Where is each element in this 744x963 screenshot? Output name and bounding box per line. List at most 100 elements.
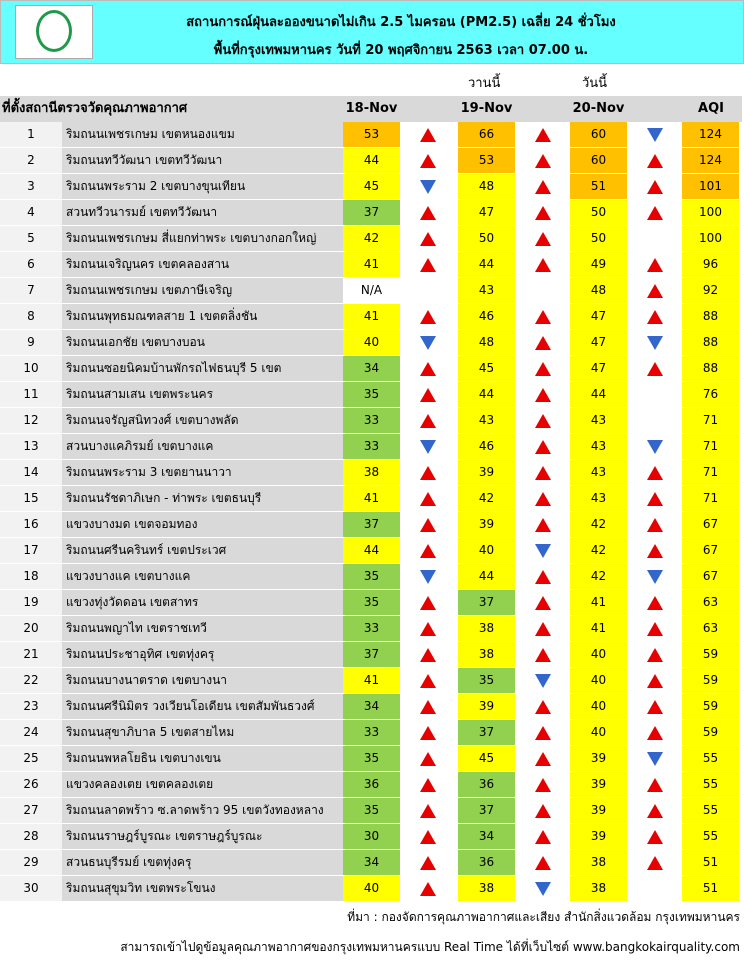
value-cell: 63 (682, 616, 739, 641)
value-cell: N/A (343, 278, 400, 303)
row-number: 8 (0, 304, 62, 329)
value-cell: 37 (458, 798, 515, 823)
value-cell: 39 (570, 824, 627, 849)
value-cell: 34 (458, 824, 515, 849)
station: สวนธนบุรีรมย์ เขตทุ่งครุ (62, 850, 343, 875)
trend-arrow (535, 258, 551, 272)
row-number: 25 (0, 746, 62, 771)
logo (15, 5, 93, 59)
value-cell: 76 (682, 382, 739, 407)
row-number: 10 (0, 356, 62, 381)
value-cell: 71 (682, 460, 739, 485)
trend-arrow (535, 700, 551, 714)
value-cell: 36 (458, 772, 515, 797)
value-cell: 41 (343, 304, 400, 329)
value-cell: 88 (682, 356, 739, 381)
row-number: 11 (0, 382, 62, 407)
column-header: AQI (682, 96, 740, 122)
value-cell: 51 (682, 876, 739, 901)
value-cell: 100 (682, 200, 739, 225)
value-cell: 39 (458, 460, 515, 485)
value-cell: 35 (343, 590, 400, 615)
station: แขวงบางแค เขตบางแค (62, 564, 343, 589)
trend-arrow (420, 232, 436, 246)
row-number: 3 (0, 174, 62, 199)
row-number: 5 (0, 226, 62, 251)
trend-arrow (535, 154, 551, 168)
column-header: 18-Nov (343, 96, 400, 122)
station: ริมถนนสุขุมวิท เขตพระโขนง (62, 876, 343, 901)
row-number: 7 (0, 278, 62, 303)
station: ริมถนนเพชรเกษม เขตหนองแขม (62, 122, 343, 147)
station: ริมถนนลาดพร้าว ซ.ลาดพร้าว 95 เขตวังทองหล… (62, 798, 343, 823)
trend-arrow (647, 570, 663, 584)
source: ที่มา : กองจัดการคุณภาพอากาศและเสียง สำน… (347, 910, 740, 924)
value-cell: 40 (343, 876, 400, 901)
row-number: 9 (0, 330, 62, 355)
value-cell: 38 (343, 460, 400, 485)
trend-arrow (535, 336, 551, 350)
value-cell: 67 (682, 564, 739, 589)
trend-arrow (420, 622, 436, 636)
value-cell: 44 (458, 564, 515, 589)
trend-arrow (647, 128, 663, 142)
station: ริมถนนศรีนครินทร์ เขตประเวศ (62, 538, 343, 563)
trend-arrow (420, 544, 436, 558)
value-cell: 42 (458, 486, 515, 511)
value-cell: 36 (343, 772, 400, 797)
value-cell: 39 (570, 772, 627, 797)
station: ริมถนนซอยนิคมบ้านพักรถไฟธนบุรี 5 เขตบางก… (62, 356, 343, 400)
value-cell: 47 (570, 356, 627, 381)
row-number: 22 (0, 668, 62, 693)
trend-arrow (647, 180, 663, 194)
station: แขวงบางมด เขตจอมทอง (62, 512, 343, 537)
trend-arrow (647, 778, 663, 792)
value-cell: 37 (343, 642, 400, 667)
value-cell: 39 (570, 746, 627, 771)
value-cell: 33 (343, 616, 400, 641)
value-cell: 50 (458, 226, 515, 251)
row-number: 6 (0, 252, 62, 277)
trend-arrow (647, 700, 663, 714)
trend-arrow (647, 752, 663, 766)
value-cell: 63 (682, 590, 739, 615)
trend-arrow (420, 440, 436, 454)
value-cell: 39 (458, 512, 515, 537)
title: สถานการณ์ฝุ่นละอองขนาดไม่เกิน 2.5 ไมครอน… (186, 15, 616, 30)
trend-arrow (535, 570, 551, 584)
trend-arrow (420, 518, 436, 532)
trend-arrow (420, 804, 436, 818)
row-number: 24 (0, 720, 62, 745)
trend-arrow (535, 726, 551, 740)
trend-arrow (647, 804, 663, 818)
trend-arrow (647, 284, 663, 298)
row-number: 29 (0, 850, 62, 875)
trend-arrow (535, 882, 551, 896)
row-number: 14 (0, 460, 62, 485)
trend-arrow (420, 492, 436, 506)
value-cell: 47 (458, 200, 515, 225)
value-cell: 44 (343, 538, 400, 563)
value-cell: 39 (570, 798, 627, 823)
trend-arrow (647, 544, 663, 558)
trend-arrow (535, 492, 551, 506)
station: ริมถนนพระราม 2 เขตบางขุนเทียน (62, 174, 343, 199)
value-cell: 88 (682, 304, 739, 329)
trend-arrow (647, 674, 663, 688)
station: แขวงคลองเตย เขตคลองเตย (62, 772, 343, 797)
trend-arrow (535, 596, 551, 610)
station: ริมถนนบางนาตราด เขตบางนา (62, 668, 343, 693)
value-cell: 51 (682, 850, 739, 875)
value-cell: 41 (570, 590, 627, 615)
value-cell: 44 (343, 148, 400, 173)
value-cell: 59 (682, 642, 739, 667)
trend-arrow (647, 648, 663, 662)
station: ริมถนนพุทธมณฑลสาย 1 เขตตลิ่งชัน (62, 304, 343, 329)
value-cell: 60 (570, 122, 627, 147)
trend-arrow (647, 518, 663, 532)
trend-arrow (647, 622, 663, 636)
value-cell: 43 (458, 278, 515, 303)
row-number: 12 (0, 408, 62, 433)
trend-arrow (420, 830, 436, 844)
value-cell: 44 (458, 382, 515, 407)
